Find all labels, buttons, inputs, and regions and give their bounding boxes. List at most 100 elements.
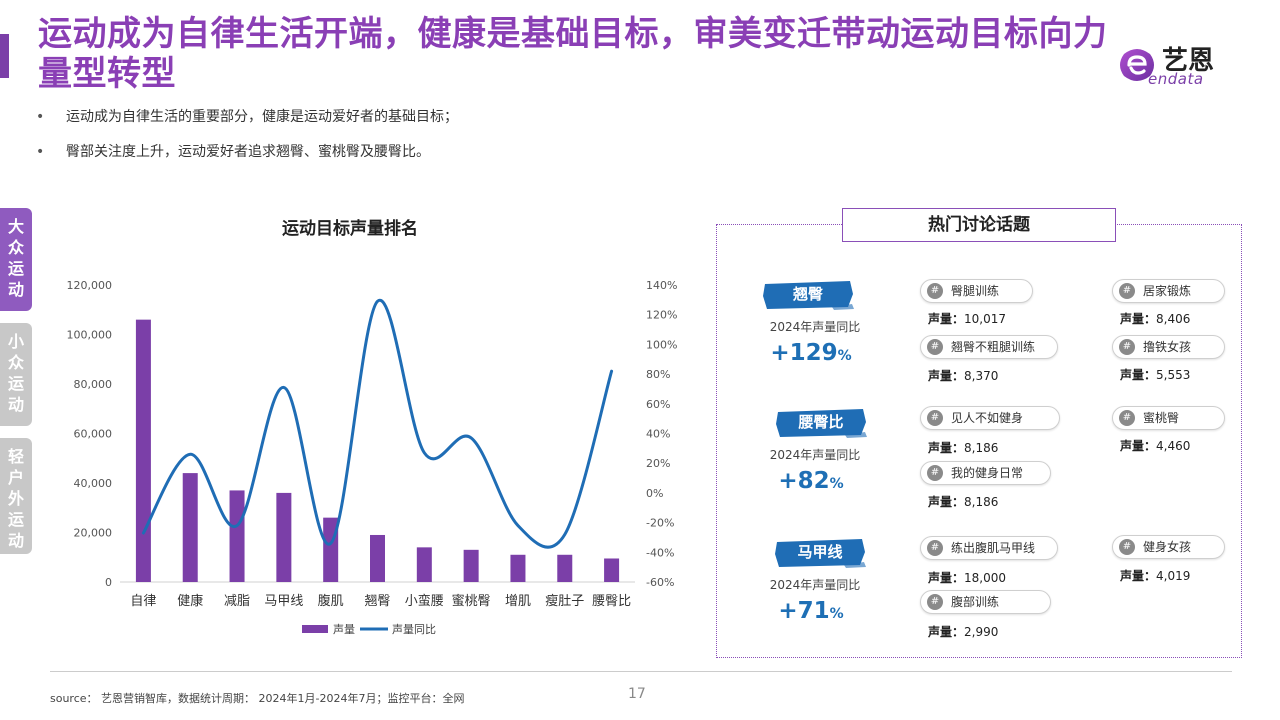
hashtag-icon: # (927, 540, 943, 556)
yoy-number: +82 (778, 468, 830, 494)
tag-name: 腹部训练 (951, 595, 1000, 609)
volume-value: 8,370 (964, 369, 999, 383)
bar-马甲线 (276, 492, 292, 582)
tag-volume: 声量：18,000 (928, 569, 1006, 586)
tag-name: 翘臀不粗腿训练 (951, 340, 1036, 354)
volume-label: 声量： (928, 441, 965, 455)
topic-tag[interactable]: # 翘臀不粗腿训练 (920, 335, 1058, 359)
side-tab-light-outdoor[interactable]: 轻户外运动 (0, 438, 32, 554)
x-tick-label: 瘦肚子 (545, 593, 584, 609)
topic-tag[interactable]: # 我的健身日常 (920, 461, 1051, 485)
tag-name: 健身女孩 (1143, 540, 1192, 554)
x-tick-label: 增肌 (505, 594, 531, 609)
bullet-list: 运动成为自律生活的重要部分，健康是运动爱好者的基础目标； 臀部关注度上升，运动爱… (36, 106, 458, 176)
tag-name: 见人不如健身 (951, 411, 1024, 425)
tag-name: 练出腹肌马甲线 (951, 541, 1036, 555)
bullet-item: 运动成为自律生活的重要部分，健康是运动爱好者的基础目标； (36, 106, 458, 141)
x-tick-label: 翘臀 (364, 594, 390, 609)
bar-腰臀比 (604, 558, 620, 582)
volume-label: 声量： (928, 625, 965, 639)
topic-tag[interactable]: # 见人不如健身 (920, 406, 1060, 430)
yoy-value: +71% (736, 598, 886, 624)
topic-tag[interactable]: # 蜜桃臀 (1112, 406, 1225, 430)
side-tab-mass-sports[interactable]: 大众运动 (0, 208, 32, 311)
page-number: 17 (628, 686, 646, 702)
topic-badge-yaotunbi: 腰臀比 (775, 408, 867, 438)
tag-volume: 声量：8,186 (928, 439, 998, 456)
volume-value: 18,000 (964, 571, 1007, 585)
volume-label: 声量： (928, 571, 965, 585)
tag-volume: 声量：2,990 (928, 623, 998, 640)
topic-tag[interactable]: # 腹部训练 (920, 590, 1051, 614)
legend-line-label: 声量同比 (392, 622, 436, 636)
right-axis-tick-label: 60% (646, 398, 670, 411)
tag-volume: 声量：4,460 (1120, 437, 1190, 454)
hashtag-icon: # (927, 410, 943, 426)
hashtag-icon: # (927, 465, 943, 481)
volume-label: 声量： (1120, 569, 1157, 583)
left-axis-tick-label: 60,000 (74, 428, 113, 441)
endata-logo-icon (1120, 49, 1154, 81)
yoy-value: +82% (736, 468, 886, 494)
topic-tag[interactable]: # 撸铁女孩 (1112, 335, 1225, 359)
topic-tag[interactable]: # 臀腿训练 (920, 279, 1033, 303)
tag-name: 臀腿训练 (951, 284, 1000, 298)
brush-badge-shape (775, 539, 866, 568)
bar-自律 (135, 319, 151, 582)
tag-volume: 声量：5,553 (1120, 366, 1190, 383)
hashtag-icon: # (927, 283, 943, 299)
left-axis-tick-label: 0 (105, 576, 112, 589)
volume-value: 2,990 (964, 625, 999, 639)
x-tick-label: 腰臀比 (592, 594, 631, 609)
hashtag-icon: # (1119, 339, 1135, 355)
side-tab-niche-sports[interactable]: 小众运动 (0, 323, 32, 426)
topic-name: 翘臀 (792, 285, 823, 303)
hashtag-icon: # (1119, 539, 1135, 555)
topic-name: 马甲线 (797, 543, 843, 561)
brush-badge-shape (776, 409, 867, 438)
topic-badge-qiaotun: 翘臀 (762, 280, 854, 310)
side-tab-label: 轻户外运动 (8, 447, 25, 550)
yoy-value: +129% (736, 340, 886, 366)
hot-topics-title: 热门讨论话题 (842, 208, 1116, 242)
side-tabs: 大众运动 小众运动 轻户外运动 (0, 208, 32, 566)
topic-tag[interactable]: # 练出腹肌马甲线 (920, 536, 1058, 560)
legend-bar-swatch (302, 625, 328, 633)
right-axis-tick-label: -60% (646, 576, 674, 589)
left-axis-tick-label: 20,000 (74, 527, 113, 540)
volume-label: 声量： (928, 312, 965, 326)
bullet-item: 臀部关注度上升，运动爱好者追求翘臀、蜜桃臀及腰臀比。 (36, 141, 458, 176)
left-axis-tick-label: 80,000 (74, 378, 113, 391)
right-axis-tick-label: -20% (646, 517, 674, 530)
tag-volume: 声量：4,019 (1120, 567, 1190, 584)
right-axis-tick-label: 100% (646, 338, 677, 351)
volume-value: 8,406 (1156, 312, 1191, 326)
tag-volume: 声量：8,370 (928, 367, 998, 384)
x-tick-label: 小蛮腰 (405, 593, 444, 609)
topic-badge-majiaxian: 马甲线 (774, 538, 866, 568)
bar-减脂 (229, 490, 245, 582)
x-tick-label: 蜜桃臀 (452, 594, 491, 609)
x-tick-label: 马甲线 (264, 594, 303, 609)
tag-name: 撸铁女孩 (1143, 340, 1192, 354)
logo-cn-text: 艺恩 (1162, 46, 1215, 76)
bar-健康 (182, 473, 198, 582)
x-tick-label: 自律 (130, 594, 156, 609)
volume-value: 8,186 (964, 441, 999, 455)
bar-增肌 (510, 554, 526, 582)
hashtag-icon: # (1119, 410, 1135, 426)
topic-tag[interactable]: # 居家锻炼 (1112, 279, 1225, 303)
logo-en-text: endata (1148, 70, 1204, 88)
endata-logo: 艺恩 endata (1112, 40, 1252, 90)
tag-name: 蜜桃臀 (1143, 411, 1180, 425)
left-axis-tick-label: 40,000 (74, 477, 113, 490)
x-tick-label: 腹肌 (318, 593, 344, 609)
yoy-percent-sign: % (829, 606, 844, 622)
right-axis-tick-label: 140% (646, 279, 677, 292)
right-axis-tick-label: 80% (646, 368, 670, 381)
topic-tag[interactable]: # 健身女孩 (1112, 535, 1225, 559)
tag-volume: 声量：10,017 (928, 310, 1006, 327)
yoy-line (141, 298, 614, 549)
source-note: source： 艺恩营销智库，数据统计周期： 2024年1月-2024年7月；监… (50, 692, 465, 705)
hashtag-icon: # (927, 594, 943, 610)
